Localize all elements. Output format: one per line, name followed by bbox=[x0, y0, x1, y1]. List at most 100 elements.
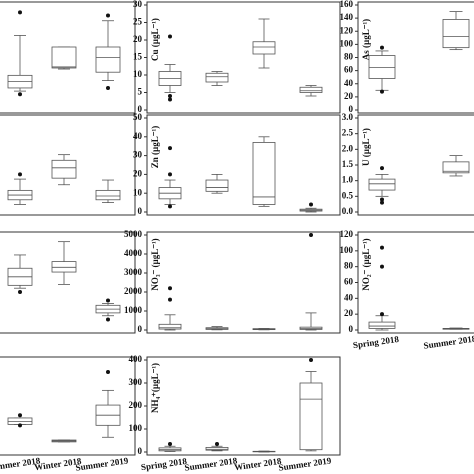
y-tick-label: 3000 bbox=[124, 267, 143, 277]
outlier bbox=[380, 200, 384, 205]
outlier bbox=[380, 264, 384, 269]
box bbox=[158, 323, 182, 330]
outlier bbox=[168, 286, 172, 291]
box bbox=[368, 178, 396, 191]
outlier bbox=[380, 89, 384, 94]
outlier bbox=[18, 172, 22, 177]
y-tick-label: 2.0 bbox=[342, 143, 354, 153]
box bbox=[442, 161, 470, 174]
y-tick-label: 40 bbox=[133, 131, 143, 141]
y-axis-label: NO₂⁻ (µgL⁻¹) bbox=[361, 238, 371, 290]
outlier bbox=[18, 10, 22, 15]
y-tick-label: 30 bbox=[133, 150, 143, 160]
y-tick-label: 1000 bbox=[124, 305, 143, 315]
y-tick-label: 0 bbox=[349, 104, 354, 114]
outlier bbox=[106, 369, 110, 374]
y-tick-label: 80 bbox=[344, 52, 354, 62]
y-tick-label: 40 bbox=[344, 292, 354, 302]
y-tick-label: 160 bbox=[340, 0, 354, 9]
plot-frame bbox=[357, 231, 474, 334]
outlier bbox=[309, 202, 313, 207]
y-tick-label: 100 bbox=[340, 245, 354, 255]
y-tick-label: 20 bbox=[344, 308, 354, 318]
y-tick-label: 400 bbox=[129, 354, 143, 364]
x-tick-label: Winter 2018 bbox=[234, 456, 283, 473]
box bbox=[51, 46, 77, 69]
y-tick-label: 3.0 bbox=[342, 112, 354, 122]
x-tick-label: Spring 2018 bbox=[352, 334, 400, 350]
y-tick-label: 0 bbox=[138, 206, 143, 216]
y-tick-label: 5000 bbox=[124, 229, 143, 239]
outlier bbox=[106, 85, 110, 90]
y-axis-label: NH₄⁺(µgL⁻¹) bbox=[150, 363, 160, 413]
outlier bbox=[18, 413, 22, 418]
y-tick-label: 60 bbox=[344, 65, 354, 75]
outlier bbox=[18, 290, 22, 294]
outlier bbox=[380, 197, 384, 202]
y-tick-label: 0 bbox=[138, 446, 143, 456]
outlier bbox=[18, 423, 22, 428]
outlier bbox=[215, 441, 219, 446]
y-tick-label: 100 bbox=[129, 423, 143, 433]
outlier bbox=[168, 97, 172, 102]
outlier bbox=[168, 172, 172, 177]
y-tick-label: 20 bbox=[133, 34, 143, 44]
outlier bbox=[168, 204, 172, 209]
outlier bbox=[106, 298, 110, 303]
y-axis-label: U (µgL⁻¹) bbox=[361, 128, 371, 166]
y-tick-label: 20 bbox=[133, 168, 143, 178]
y-tick-label: 30 bbox=[133, 0, 143, 9]
y-tick-label: 120 bbox=[340, 25, 354, 35]
plot-frame bbox=[146, 114, 341, 216]
outlier bbox=[168, 441, 172, 446]
x-tick-label: Summer 2019 bbox=[75, 455, 129, 472]
box bbox=[252, 142, 276, 205]
outlier bbox=[18, 92, 22, 97]
y-tick-label: 200 bbox=[129, 400, 143, 410]
y-tick-label: 25 bbox=[133, 17, 143, 27]
outlier bbox=[309, 358, 313, 362]
outlier bbox=[106, 317, 110, 322]
y-tick-label: 0.5 bbox=[342, 190, 354, 200]
y-tick-label: 1.5 bbox=[342, 159, 354, 169]
plot-frame bbox=[0, 231, 136, 334]
plot-frame bbox=[0, 1, 136, 114]
y-tick-label: 0.0 bbox=[342, 206, 354, 216]
box bbox=[205, 179, 229, 192]
y-tick-label: 10 bbox=[133, 187, 143, 197]
x-tick-label: Summer 2019 bbox=[278, 455, 332, 472]
outlier bbox=[380, 245, 384, 250]
outlier bbox=[106, 13, 110, 18]
outlier bbox=[309, 233, 313, 237]
y-tick-label: 2.5 bbox=[342, 128, 354, 138]
outlier bbox=[168, 34, 172, 39]
outlier bbox=[168, 146, 172, 151]
y-axis-label: Cu (µgL⁻¹) bbox=[150, 18, 160, 61]
box bbox=[51, 261, 77, 273]
box bbox=[299, 382, 323, 451]
outlier bbox=[168, 94, 172, 98]
box bbox=[51, 159, 77, 179]
y-tick-label: 10 bbox=[133, 69, 143, 79]
y-tick-label: 15 bbox=[133, 52, 143, 62]
y-tick-label: 0 bbox=[349, 324, 354, 334]
box bbox=[252, 41, 276, 55]
y-axis-label: As (µgL⁻¹) bbox=[361, 19, 371, 60]
y-tick-label: 0 bbox=[138, 324, 143, 334]
y-tick-label: 80 bbox=[344, 261, 354, 271]
y-tick-label: 0 bbox=[138, 104, 143, 114]
box bbox=[205, 446, 229, 451]
plot-frame bbox=[0, 356, 136, 456]
box bbox=[442, 19, 470, 49]
y-axis-label: NO₃⁻ (µgL⁻¹) bbox=[150, 238, 160, 290]
outlier bbox=[168, 297, 172, 302]
box bbox=[368, 321, 396, 329]
x-tick-label: Summer 2018 bbox=[184, 455, 238, 472]
y-tick-label: 4000 bbox=[124, 248, 143, 258]
y-tick-label: 100 bbox=[340, 38, 354, 48]
plot-frame bbox=[146, 231, 341, 334]
x-tick-label: Summer 2018 bbox=[423, 333, 474, 350]
box bbox=[95, 46, 121, 73]
